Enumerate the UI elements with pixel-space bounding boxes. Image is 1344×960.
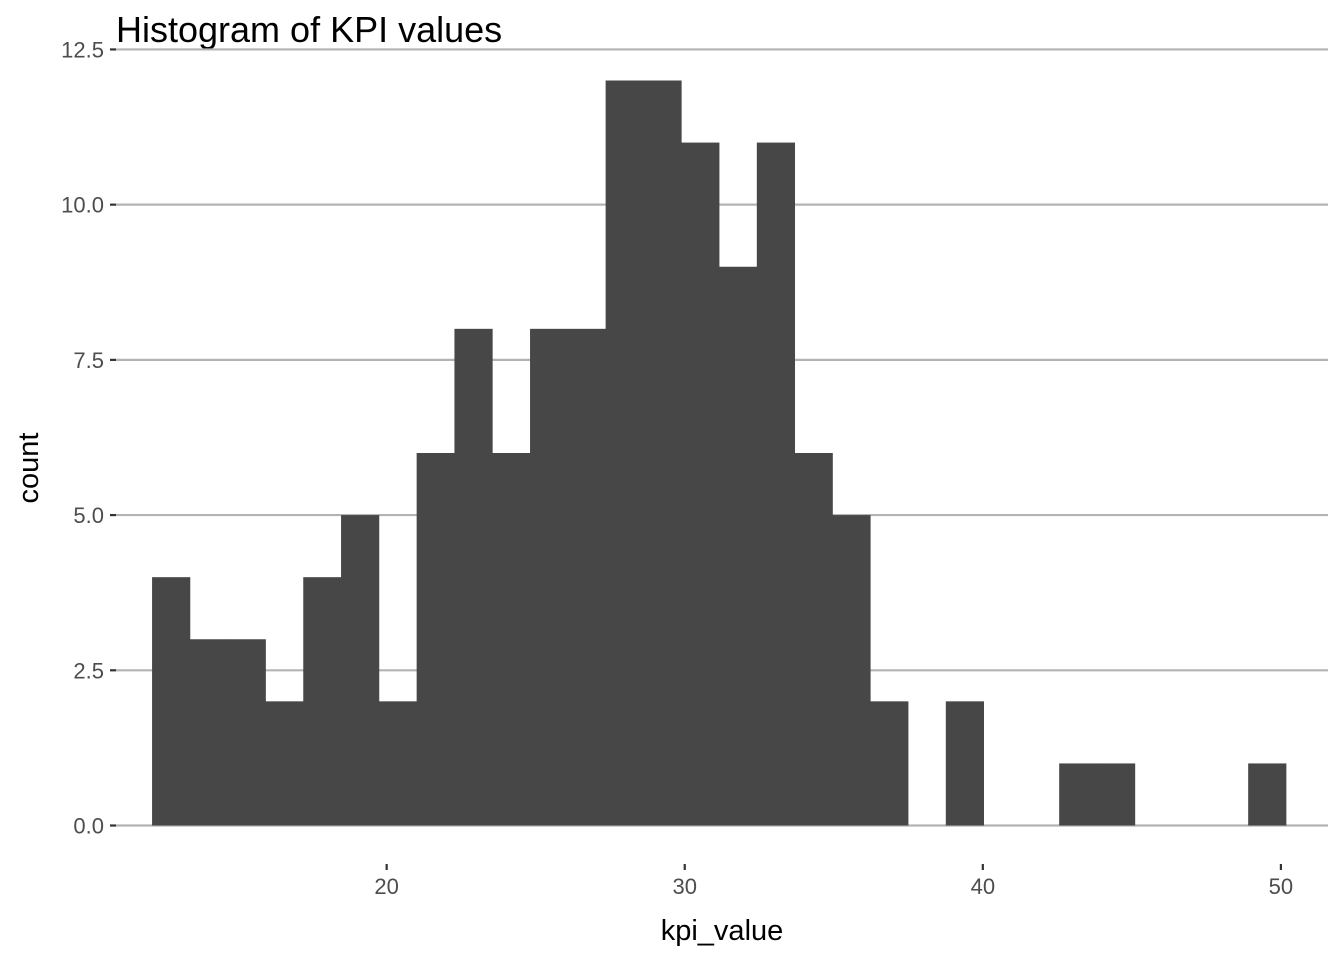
histogram-bar	[265, 701, 304, 826]
histogram-bar	[719, 266, 758, 826]
y-tick-label: 2.5	[73, 658, 104, 683]
histogram-bar	[1059, 763, 1098, 826]
histogram-bar	[530, 328, 569, 826]
x-tick-label: 40	[971, 874, 995, 899]
histogram-bar	[492, 453, 531, 826]
histogram-bar	[1096, 763, 1136, 826]
histogram-bar	[189, 639, 229, 826]
x-axis: 20 30 40 50	[374, 864, 1293, 899]
y-tick-label: 10.0	[61, 193, 104, 218]
histogram-bar	[378, 701, 418, 826]
histogram-bar	[1248, 763, 1287, 826]
histogram-bar	[567, 328, 607, 826]
histogram-bar	[643, 80, 682, 826]
y-tick-label: 7.5	[73, 348, 104, 373]
histogram-bar	[605, 80, 644, 826]
histogram-bar	[945, 701, 984, 826]
histogram-bar	[794, 453, 833, 826]
histogram-bar	[832, 515, 871, 826]
histogram-bar	[681, 142, 720, 826]
chart-title: Histogram of KPI values	[116, 9, 502, 50]
x-tick-label: 30	[672, 874, 696, 899]
histogram-bar	[341, 515, 380, 826]
histogram-bar	[416, 453, 455, 826]
y-axis: 0.0 2.5 5.0 7.5 10.0 12.5	[61, 37, 116, 839]
x-tick-label: 50	[1269, 874, 1293, 899]
x-axis-title: kpi_value	[661, 915, 784, 947]
y-tick-label: 12.5	[61, 37, 104, 62]
y-axis-title: count	[13, 433, 45, 504]
histogram-bar	[303, 577, 342, 826]
histogram-bar	[870, 701, 909, 826]
histogram-bars	[152, 80, 1287, 826]
y-tick-label: 0.0	[73, 814, 104, 839]
y-tick-label: 5.0	[73, 503, 104, 528]
histogram-bar	[454, 328, 493, 826]
x-tick-label: 20	[374, 874, 398, 899]
histogram-bar	[152, 577, 191, 826]
histogram-bar	[756, 142, 796, 826]
histogram-bar	[227, 639, 266, 826]
